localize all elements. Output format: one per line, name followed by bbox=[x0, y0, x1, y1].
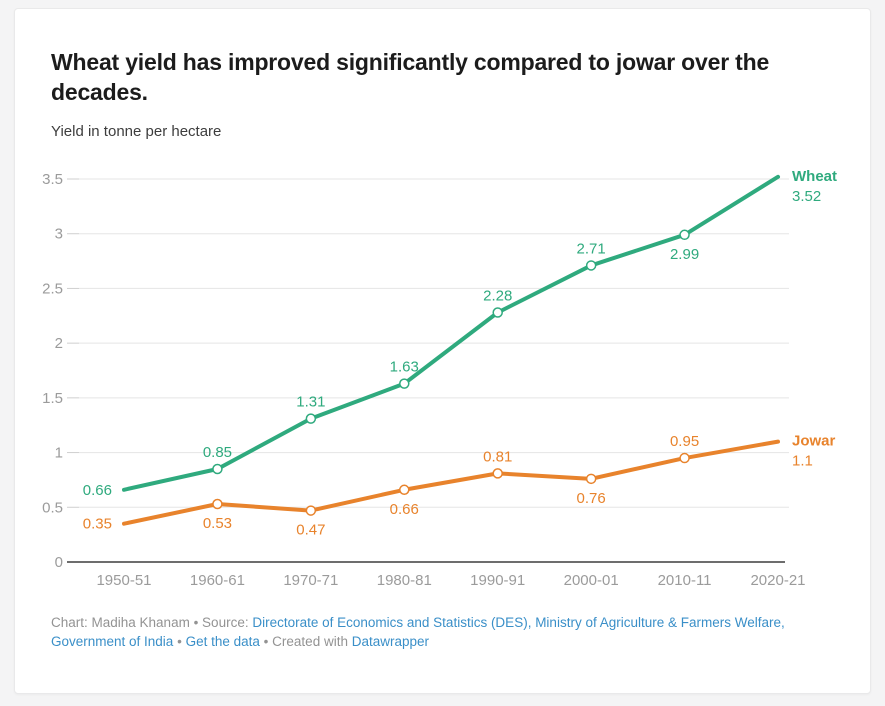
y-tick-label: 1.5 bbox=[42, 390, 63, 407]
wheat-data-point[interactable] bbox=[399, 378, 410, 389]
wheat-series-label: Wheat bbox=[792, 168, 837, 185]
separator: • bbox=[177, 634, 182, 649]
wheat-value-label: 2.71 bbox=[577, 240, 606, 257]
x-tick-label: 2000-01 bbox=[564, 572, 619, 589]
wheat-value-label: 2.28 bbox=[483, 288, 512, 305]
jowar-value-label: 0.81 bbox=[483, 448, 512, 465]
jowar-data-point[interactable] bbox=[212, 498, 223, 510]
x-tick-label: 1950-51 bbox=[96, 572, 151, 589]
x-tick-label: 1990-91 bbox=[470, 572, 525, 589]
chart-card: Wheat yield has improved significantly c… bbox=[14, 8, 871, 694]
x-tick-label: 1970-71 bbox=[283, 572, 338, 589]
datawrapper-link[interactable]: Datawrapper bbox=[351, 634, 430, 649]
y-tick-label: 0.5 bbox=[42, 499, 63, 516]
y-tick-label: 3 bbox=[55, 226, 63, 243]
line-chart-canvas: 0 0.5 1 1.5 2 2.5 3 3.5 1950-51 1960-61 1970-71 198… bbox=[42, 168, 837, 589]
chart-subtitle: Yield in tonne per hectare bbox=[51, 123, 222, 140]
jowar-value-label: 0.53 bbox=[203, 515, 232, 532]
jowar-data-point[interactable] bbox=[679, 452, 690, 464]
y-tick-label: 2 bbox=[55, 335, 63, 352]
y-tick-label: 0 bbox=[55, 554, 63, 571]
credit-text: Chart: Madiha Khanam • Source: bbox=[51, 615, 249, 630]
wheat-data-point[interactable] bbox=[585, 260, 597, 271]
jowar-data-point[interactable] bbox=[305, 505, 317, 516]
chart-title: Wheat yield has improved significantly c… bbox=[51, 49, 770, 105]
jowar-value-label: 0.47 bbox=[296, 522, 325, 539]
get-the-data-link[interactable]: Get the data bbox=[185, 634, 260, 649]
chart-area: 0 0.5 1 1.5 2 2.5 3 3.5 1950-51 1960-61 1970-71 198… bbox=[15, 151, 870, 603]
wheat-value-label: 0.66 bbox=[83, 482, 112, 499]
separator: • bbox=[263, 634, 269, 649]
wheat-data-point[interactable] bbox=[679, 229, 690, 241]
y-tick-label: 3.5 bbox=[42, 171, 63, 188]
wheat-value-label: 1.63 bbox=[390, 359, 419, 376]
wheat-line bbox=[122, 174, 780, 492]
wheat-data-point[interactable] bbox=[212, 463, 223, 475]
y-tick-label: 2.5 bbox=[42, 280, 63, 297]
jowar-value-label: 0.76 bbox=[577, 490, 606, 507]
jowar-data-point[interactable] bbox=[492, 468, 503, 479]
wheat-value-label: 2.99 bbox=[670, 246, 699, 263]
jowar-series-label: Jowar bbox=[792, 433, 836, 450]
jowar-value-label: 0.66 bbox=[390, 501, 419, 518]
jowar-value-label: 0.35 bbox=[83, 516, 112, 533]
x-tick-label: 1960-61 bbox=[190, 572, 245, 589]
jowar-value-label: 0.95 bbox=[670, 433, 699, 450]
wheat-value-label: 1.31 bbox=[296, 394, 325, 411]
wheat-end-value-label: 3.52 bbox=[792, 188, 821, 205]
jowar-data-point[interactable] bbox=[585, 473, 597, 485]
wheat-data-point[interactable] bbox=[492, 307, 503, 318]
jowar-line bbox=[122, 439, 780, 526]
source-link[interactable]: Directorate of Economics and Statistics … bbox=[51, 615, 785, 649]
created-with-text: Created with bbox=[272, 634, 348, 649]
x-tick-label: 2020-21 bbox=[750, 572, 805, 589]
jowar-end-value-label: 1.1 bbox=[792, 453, 813, 470]
x-tick-label: 1980-81 bbox=[377, 572, 432, 589]
wheat-value-label: 0.85 bbox=[203, 444, 232, 461]
x-tick-label: 2010-11 bbox=[658, 572, 712, 589]
footer-credits: Chart: Madiha Khanam • Source: Directora… bbox=[51, 613, 857, 651]
y-tick-label: 1 bbox=[55, 445, 63, 462]
wheat-data-point[interactable] bbox=[305, 413, 317, 424]
jowar-data-point[interactable] bbox=[399, 484, 410, 496]
